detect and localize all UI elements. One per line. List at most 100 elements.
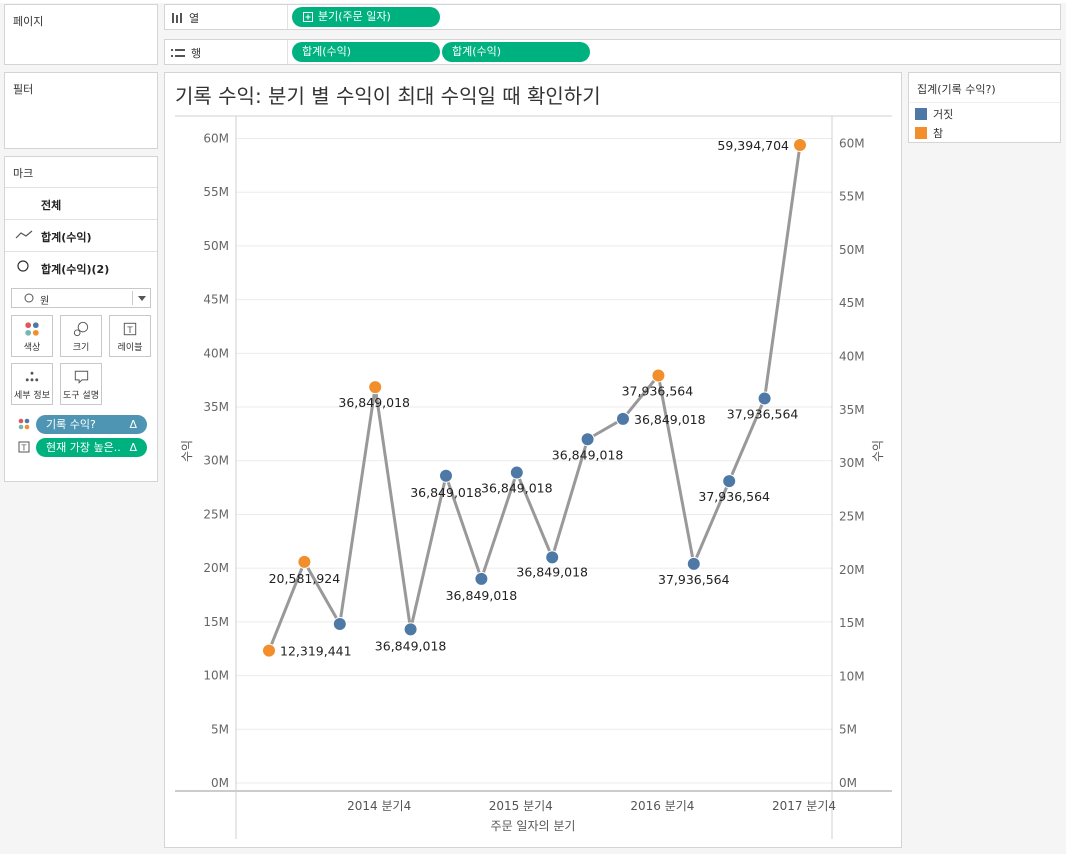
svg-text:T: T [126,326,133,336]
chart-title: 기록 수익: 분기 별 수익이 최대 수익일 때 확인하기 [175,84,601,108]
record-point [651,368,666,383]
y-tick-label-right: 5M [839,723,857,737]
data-label: 36,849,018 [375,638,447,653]
legend-label-true: 참 [933,127,944,140]
detail-button[interactable]: 세부 정보 [11,363,53,405]
data-point [545,550,560,565]
y-tick-label-right: 30M [839,456,865,470]
mark-type-circle-icon [24,293,34,303]
columns-shelf-label: 열 [189,12,200,25]
x-axis-title: 주문 일자의 분기 [491,819,576,833]
text-icon: T [18,441,30,453]
label-button-label: 레이블 [117,343,143,353]
filters-panel[interactable]: 필터 [4,72,158,149]
legend-panel: 집계(기록 수익?) 거짓 참 [908,72,1061,143]
circle-icon [17,260,29,272]
data-point [332,617,347,632]
y-tick-label-left: 40M [203,346,229,360]
chart-panel: 기록 수익: 분기 별 수익이 최대 수익일 때 확인하기 0M 0M 5M 5M 10… [164,72,902,848]
marks-tab-line[interactable]: 합계(수익) [5,219,157,250]
mark-type-dropdown[interactable]: 원 [11,288,151,308]
data-label: 36,849,018 [516,564,588,579]
y-tick-label-left: 35M [203,400,229,414]
y-tick-label-left: 30M [203,454,229,468]
columns-shelf: 열 분기(주문 일자) [164,4,1061,30]
y-tick-label-left: 0M [211,776,229,790]
data-point [686,556,701,571]
detail-icon [25,371,39,382]
filters-panel-title: 필터 [13,83,34,96]
marks-tab-circle[interactable]: 합계(수익)(2) [5,251,157,282]
x-tick-label: 2017 분기4 [772,799,836,813]
y-tick-label-left: 50M [203,239,229,253]
y-tick-label-right: 0M [839,776,857,790]
pages-panel[interactable]: 페이지 [4,4,158,65]
rows-icon [171,49,185,57]
y-tick-label-right: 55M [839,190,865,204]
y-axis-title-left: 수익 [180,440,194,462]
legend-item-false[interactable]: 거짓 [915,106,953,122]
y-tick-label-right: 60M [839,136,865,150]
record-profit-pill-label: 기록 수익? [46,418,96,431]
rows-pill-label-1: 합계(수익) [302,45,352,58]
expand-icon [303,12,313,22]
data-label: 36,849,018 [338,395,410,410]
y-tick-label-left: 25M [203,507,229,521]
x-tick-label: 2014 분기4 [347,799,411,813]
dropdown-divider [132,291,133,305]
label-button[interactable]: T 레이블 [109,315,151,357]
rows-shelf-label: 행 [191,47,202,60]
mark-type-label: 원 [40,296,50,307]
x-tick-label: 2015 분기4 [489,799,553,813]
color-button-label: 색상 [23,343,41,353]
y-tick-label-right: 35M [839,403,865,417]
tooltip-icon [74,370,89,384]
chevron-down-icon [138,296,146,301]
y-tick-label-right: 10M [839,669,865,683]
y-tick-label-right: 40M [839,350,865,364]
legend-swatch-false [915,108,927,120]
color-button[interactable]: 색상 [11,315,53,357]
data-point [722,474,737,489]
delta-icon: Δ [129,441,137,454]
record-point [297,554,312,569]
color-dots-icon [18,418,30,430]
svg-text:T: T [21,444,27,453]
marks-panel-title: 마크 [13,167,34,180]
y-tick-label-left: 10M [203,669,229,683]
size-button[interactable]: 크기 [60,315,102,357]
rows-pill-profit-2[interactable]: 합계(수익) [442,42,590,62]
record-point [262,643,276,658]
data-label: 36,849,018 [446,588,518,603]
data-point [439,468,453,483]
tooltip-button[interactable]: 도구 설명 [60,363,102,405]
rows-shelf: 행 합계(수익) 합계(수익) [164,39,1061,65]
columns-icon [172,13,182,23]
detail-button-label: 세부 정보 [14,391,50,401]
y-tick-label-left: 15M [203,615,229,629]
data-label: 37,936,564 [658,572,730,587]
marks-tab-all[interactable]: 전체 [5,187,157,218]
size-icon [73,321,89,337]
current-highest-pill[interactable]: 현재 가장 높은.. Δ [36,438,147,457]
data-point [474,571,489,586]
columns-pill-label: 분기(주문 일자) [318,10,391,23]
data-point [616,411,630,426]
legend-swatch-true [915,127,927,139]
data-point [509,465,524,480]
data-point [580,432,595,447]
rows-pill-profit-1[interactable]: 합계(수익) [292,42,440,62]
legend-item-true[interactable]: 참 [915,125,943,141]
data-label: 59,394,704 [717,138,789,153]
data-label: 36,849,018 [552,447,624,462]
x-tick-label: 2016 분기4 [630,799,694,813]
line-icon [15,230,33,239]
record-point [793,137,807,152]
legend-label-false: 거짓 [933,108,954,121]
record-profit-pill[interactable]: 기록 수익? Δ [36,415,147,434]
y-tick-label-right: 45M [839,296,865,310]
columns-pill-quarter[interactable]: 분기(주문 일자) [292,7,440,27]
y-tick-label-right: 50M [839,243,865,257]
data-label: 36,849,018 [481,481,553,496]
data-point [403,622,418,637]
